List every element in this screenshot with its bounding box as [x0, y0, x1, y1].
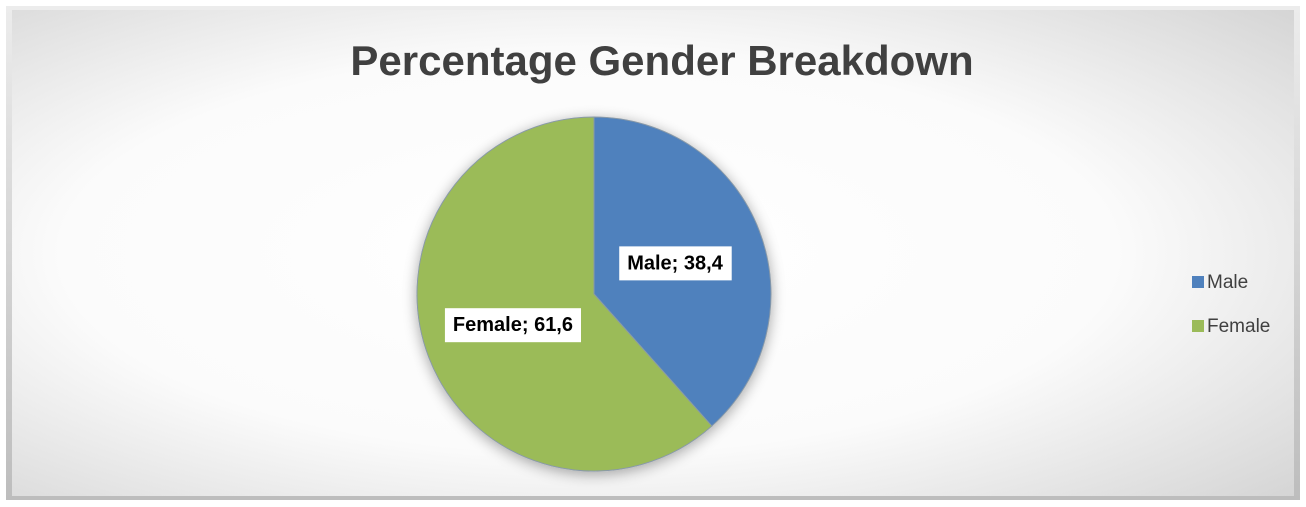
legend-label: Male	[1207, 272, 1248, 293]
legend-swatch	[1192, 320, 1204, 332]
legend-label: Female	[1207, 316, 1270, 337]
pie-slice	[416, 116, 713, 472]
chart-title: Percentage Gender Breakdown	[350, 37, 973, 84]
data-label: Female; 61,6	[444, 308, 582, 343]
data-label-text: Male; 38,4	[627, 252, 723, 274]
data-label-text: Female; 61,6	[453, 314, 573, 336]
data-label-box	[619, 246, 732, 281]
pie	[416, 116, 772, 472]
legend-swatch	[1192, 276, 1204, 288]
data-label: Male; 38,4	[619, 246, 732, 281]
data-label-box	[444, 308, 582, 343]
